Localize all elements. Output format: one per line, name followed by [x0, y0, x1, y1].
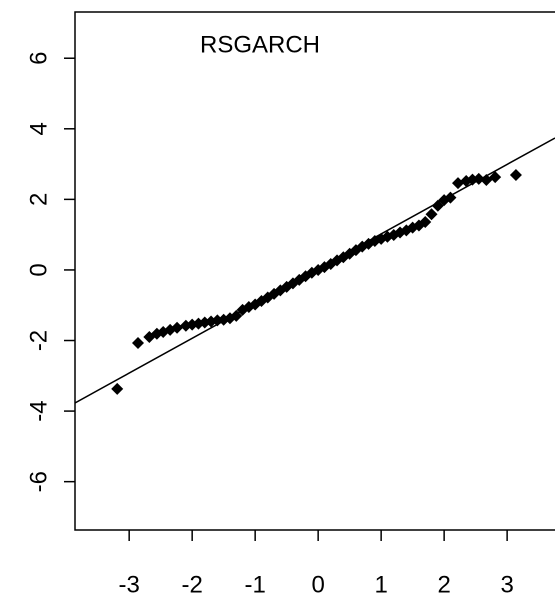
- y-tick-label: 4: [25, 122, 52, 135]
- x-tick-label: 1: [374, 571, 387, 598]
- y-tick-label: 0: [25, 263, 52, 276]
- point: [444, 191, 457, 204]
- chart-title: RSGARCH: [200, 31, 320, 58]
- plot-frame: [74, 11, 555, 531]
- y-tick-label: -2: [25, 330, 52, 351]
- point: [337, 251, 350, 264]
- x-tick-label: 2: [437, 571, 450, 598]
- point: [489, 171, 502, 184]
- point: [171, 321, 184, 334]
- x-tick-label: -3: [119, 571, 140, 598]
- point: [425, 208, 438, 221]
- point: [331, 254, 344, 267]
- point: [472, 172, 485, 185]
- y-tick-label: 6: [25, 52, 52, 65]
- y-tick-label: -6: [25, 471, 52, 492]
- point: [111, 382, 124, 395]
- point: [451, 177, 464, 190]
- x-tick-label: 0: [311, 571, 324, 598]
- x-tick-label: -2: [181, 571, 202, 598]
- y-tick-label: -4: [25, 400, 52, 421]
- y-tick-label: 2: [25, 193, 52, 206]
- point: [419, 215, 432, 228]
- point: [230, 309, 243, 322]
- point: [131, 336, 144, 349]
- point: [509, 169, 522, 182]
- x-tick-label: -1: [244, 571, 265, 598]
- x-tick-label: 3: [500, 571, 513, 598]
